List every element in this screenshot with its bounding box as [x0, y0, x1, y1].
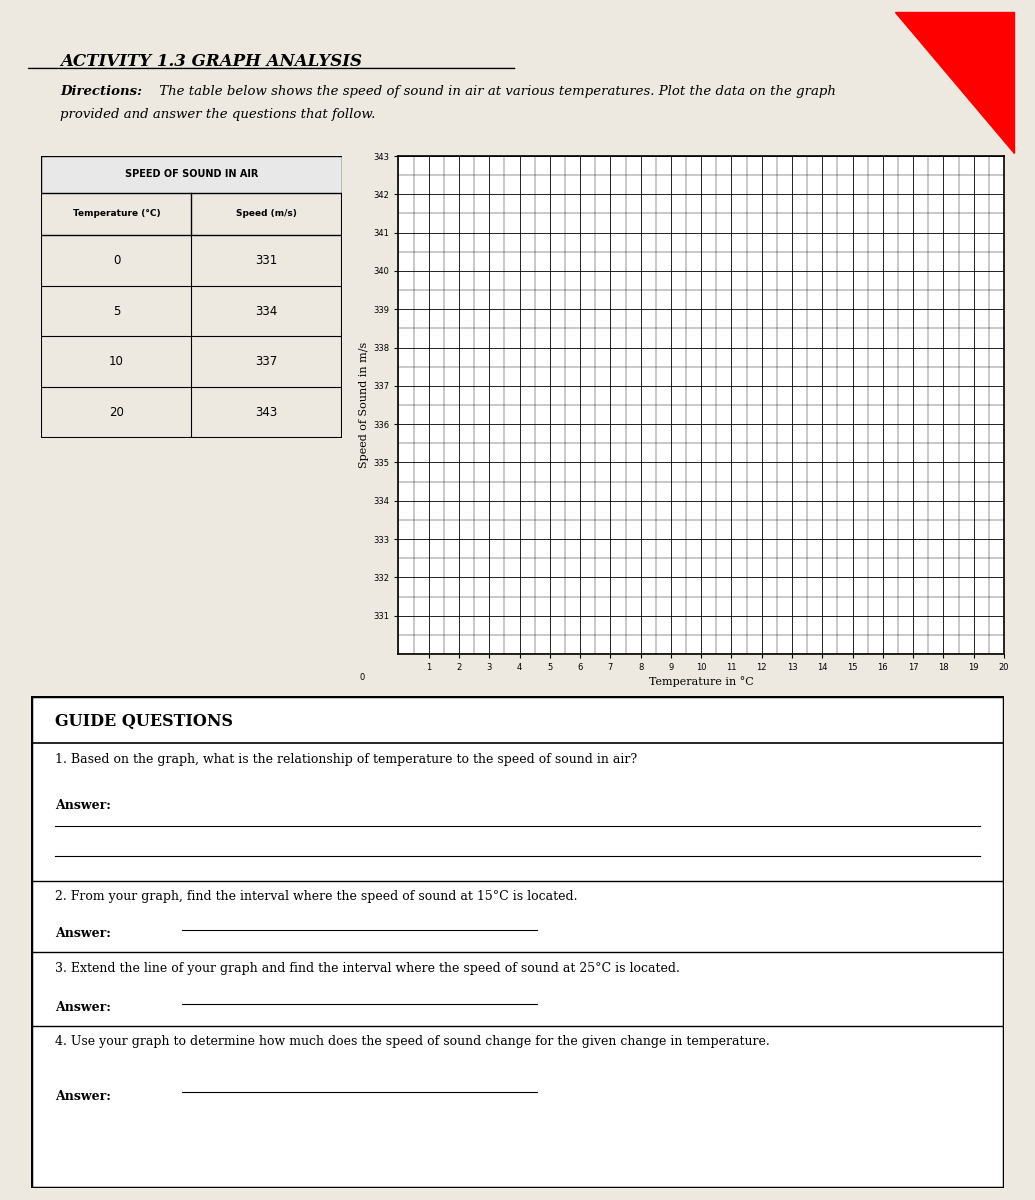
Text: 20: 20: [109, 406, 124, 419]
Text: SPEED OF SOUND IN AIR: SPEED OF SOUND IN AIR: [125, 169, 258, 179]
Text: provided and answer the questions that follow.: provided and answer the questions that f…: [60, 108, 376, 121]
Text: 5: 5: [113, 305, 120, 318]
Text: Answer:: Answer:: [56, 1090, 111, 1103]
Text: 331: 331: [256, 254, 277, 266]
Polygon shape: [895, 12, 1014, 154]
Text: Answer:: Answer:: [56, 1001, 111, 1014]
X-axis label: Temperature in °C: Temperature in °C: [649, 676, 753, 688]
Text: Speed (m/s): Speed (m/s): [236, 209, 297, 218]
Text: The table below shows the speed of sound in air at various temperatures. Plot th: The table below shows the speed of sound…: [155, 85, 835, 98]
Text: 10: 10: [109, 355, 124, 368]
Text: ACTIVITY 1.3 GRAPH ANALYSIS: ACTIVITY 1.3 GRAPH ANALYSIS: [60, 53, 362, 70]
Text: 4. Use your graph to determine how much does the speed of sound change for the g: 4. Use your graph to determine how much …: [56, 1036, 770, 1049]
Text: GUIDE QUESTIONS: GUIDE QUESTIONS: [56, 713, 233, 731]
Text: 0: 0: [359, 673, 364, 682]
Text: Directions:: Directions:: [60, 85, 143, 98]
Text: 3. Extend the line of your graph and find the interval where the speed of sound : 3. Extend the line of your graph and fin…: [56, 961, 680, 974]
Text: Answer:: Answer:: [56, 799, 111, 812]
Text: 0: 0: [113, 254, 120, 266]
Text: 1. Based on the graph, what is the relationship of temperature to the speed of s: 1. Based on the graph, what is the relat…: [56, 752, 638, 766]
Text: 343: 343: [256, 406, 277, 419]
Bar: [41, 156, 342, 193]
Text: 334: 334: [256, 305, 277, 318]
Text: Temperature (°C): Temperature (°C): [72, 209, 160, 218]
Y-axis label: Speed of Sound in m/s: Speed of Sound in m/s: [359, 342, 369, 468]
Text: 337: 337: [256, 355, 277, 368]
Text: 2. From your graph, find the interval where the speed of sound at 15°C is locate: 2. From your graph, find the interval wh…: [56, 890, 578, 904]
Text: Answer:: Answer:: [56, 928, 111, 941]
